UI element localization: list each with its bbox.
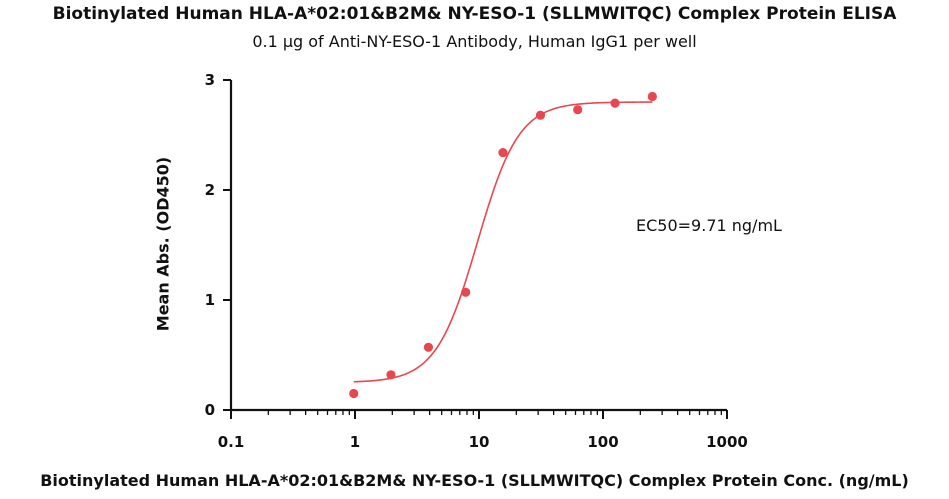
y-tick-label: 2	[205, 181, 215, 199]
x-tick-label: 1000	[706, 433, 748, 451]
axes: 0 1 2 3 0.1 1 10 100 1000	[205, 71, 748, 451]
x-axis-label: Biotinylated Human HLA-A*02:01&B2M& NY-E…	[40, 471, 909, 490]
fit-curve-layer	[353, 101, 653, 383]
data-point	[498, 148, 508, 158]
data-point	[386, 370, 396, 380]
y-tick-label: 3	[205, 71, 215, 89]
chart-title: Biotinylated Human HLA-A*02:01&B2M& NY-E…	[52, 4, 897, 24]
data-point	[573, 105, 583, 115]
data-points-layer	[349, 91, 657, 399]
ec50-annotation: EC50=9.71 ng/mL	[636, 216, 782, 235]
y-tick-label: 0	[205, 401, 215, 419]
data-point	[461, 287, 471, 297]
chart-subtitle: 0.1 μg of Anti-NY-ESO-1 Antibody, Human …	[252, 32, 697, 51]
data-point	[423, 342, 434, 352]
x-tick-label: 1	[350, 433, 360, 451]
x-tick-label: 10	[469, 433, 490, 451]
y-tick-label: 1	[205, 291, 215, 309]
data-point	[647, 91, 657, 102]
data-point	[349, 388, 359, 399]
data-point	[535, 110, 546, 120]
data-point	[610, 98, 620, 108]
x-tick-label: 100	[587, 433, 618, 451]
fit-curve-line	[353, 101, 653, 383]
x-tick-label: 0.1	[218, 433, 245, 451]
